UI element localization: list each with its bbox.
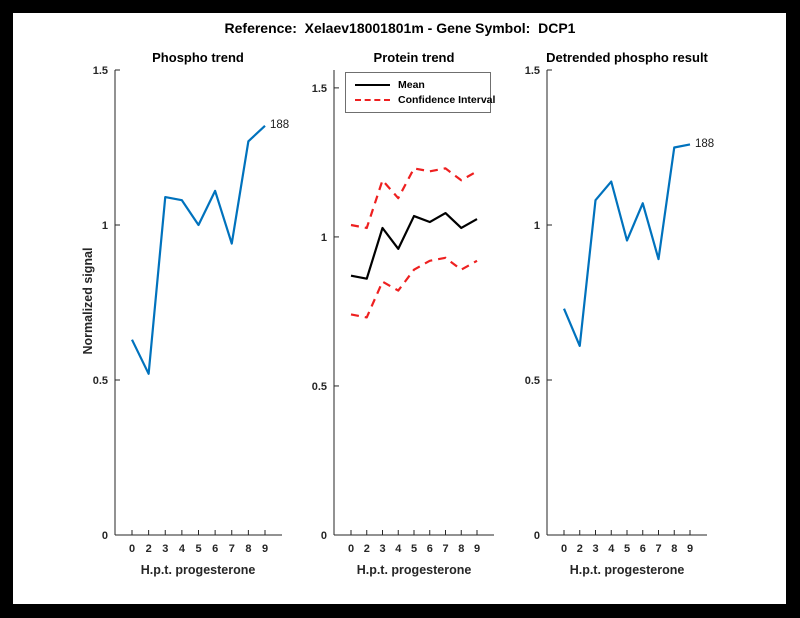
x-tick-label: 5 [411,543,417,555]
subplot2-xlabel: H.p.t. progesterone [356,563,472,577]
x-tick-label: 2 [364,543,370,555]
x-tick-label: 4 [395,543,402,555]
series-confidence-interval-upper [350,167,478,230]
subplot2-title: Protein trend [373,50,455,65]
y-tick-label: 1 [321,232,327,244]
x-tick-label: 3 [592,543,598,555]
legend-row-mean: Mean [355,79,490,91]
x-tick-label: 9 [687,543,693,555]
subplot3-end-label: 188 [695,138,715,150]
subplot3-title: Detrended phospho result [546,50,708,65]
legend-box: Mean Confidence Interval [345,72,495,113]
y-tick-label: 1.5 [312,83,327,95]
x-tick-label: 3 [379,543,385,555]
y-tick-label: 1 [534,220,540,232]
x-tick-label: 0 [348,543,354,555]
y-tick-label: 1.5 [93,65,108,77]
mean-line-sample-icon [355,84,390,86]
subplot1-ylabel: Normalized signal [81,247,95,355]
x-tick-label: 8 [671,543,677,555]
x-tick-label: 6 [427,543,433,555]
y-tick-label: 1 [102,220,108,232]
x-tick-label: 4 [608,543,615,555]
y-tick-label: 0.5 [525,375,540,387]
x-tick-label: 9 [474,543,480,555]
x-tick-label: 0 [561,543,567,555]
subplot1-end-label: 188 [270,119,290,131]
x-tick-label: 7 [229,543,235,555]
y-tick-label: 0 [102,530,108,542]
x-tick-label: 7 [655,543,661,555]
x-tick-label: 2 [146,543,152,555]
y-tick-label: 0 [534,530,540,542]
subplot1-xlabel: H.p.t. progesterone [140,563,256,577]
x-tick-label: 4 [179,543,186,555]
y-tick-label: 1.5 [525,65,540,77]
legend-row-ci: Confidence Interval [355,94,495,106]
x-tick-label: 8 [458,543,464,555]
y-tick-label: 0 [321,530,327,542]
x-tick-label: 8 [245,543,251,555]
x-tick-label: 0 [129,543,135,555]
x-tick-label: 3 [162,543,168,555]
series-detrended-phospho [562,143,691,347]
series-confidence-interval-lower [350,256,478,319]
x-tick-label: 6 [640,543,646,555]
y-tick-label: 0.5 [93,375,108,387]
x-tick-label: 7 [442,543,448,555]
x-tick-label: 5 [624,543,630,555]
subplot3-xlabel: H.p.t. progesterone [569,563,685,577]
x-tick-label: 2 [577,543,583,555]
figure-title: Reference: Xelaev18001801m - Gene Symbol… [224,20,576,36]
y-tick-label: 0.5 [312,381,327,393]
x-tick-label: 9 [262,543,268,555]
subplot1-title: Phospho trend [152,50,244,65]
series-phospho-trend [131,124,266,375]
x-tick-label: 6 [212,543,218,555]
legend-label-ci: Confidence Interval [398,94,496,106]
legend-label-mean: Mean [398,79,425,91]
ci-line-sample-icon [355,99,390,101]
x-tick-label: 5 [195,543,201,555]
series-mean [350,211,478,280]
